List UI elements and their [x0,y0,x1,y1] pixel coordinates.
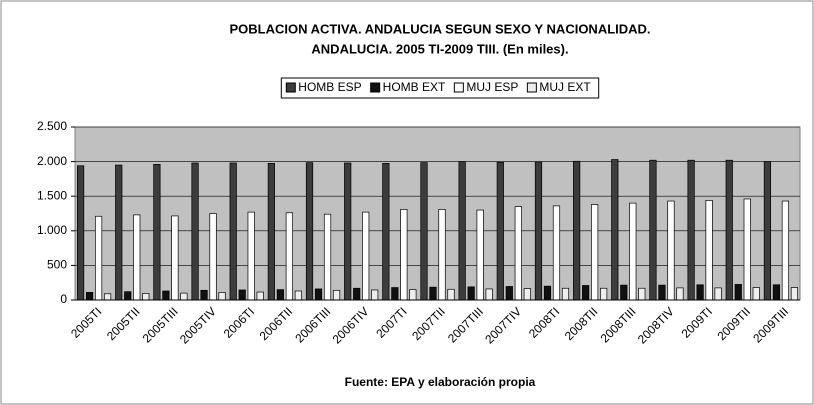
bar [467,286,475,301]
bar [76,165,85,301]
y-tick-label: 500 [47,258,67,272]
source-note: Fuente: EPA y elaboración propia [345,375,536,389]
bar [611,159,619,301]
bar [496,161,504,301]
bar [772,284,781,301]
legend-swatch [453,82,464,93]
bar [294,290,302,301]
bar [420,162,428,301]
bar [649,159,657,301]
bar [781,200,790,301]
bar [687,159,695,301]
bar [743,198,751,301]
bar [133,214,141,301]
bar [247,211,255,301]
bar [267,162,275,301]
bar [276,289,284,301]
bar [676,287,684,301]
bar [582,285,590,301]
bar [142,293,150,301]
bar [162,290,170,301]
legend-label: HOMB ESP [298,80,361,94]
legend-label: HOMB EXT [383,80,446,94]
bar [534,161,543,301]
bar [371,289,379,301]
bar [714,287,722,301]
bar [790,287,799,301]
legend-label: MUJ EXT [539,80,591,94]
bar [314,288,323,301]
legend-swatch [526,82,537,93]
bar [332,289,341,301]
bar [218,292,226,301]
legend-swatch [285,82,296,93]
bar [734,284,742,301]
bar [705,200,713,301]
bar [543,285,552,301]
chart-title: ANDALUCIA. 2005 TI-2009 TIII. (En miles)… [311,41,568,56]
bar [305,162,314,301]
bar [180,292,188,301]
chart-title: POBLACION ACTIVA. ANDALUCIA SEGUN SEXO Y… [229,21,650,36]
bar [620,284,628,301]
legend-frame [280,77,600,99]
bar [285,212,293,301]
bar [725,159,733,301]
bar [429,286,437,301]
legend-swatch [370,82,381,93]
bar [476,209,484,301]
bar [171,215,179,301]
bar [400,208,408,301]
bar [591,204,599,301]
bar [382,162,390,301]
bar [447,288,455,301]
bar [561,287,570,301]
bar [323,213,332,301]
bar [229,162,237,301]
bar [638,287,646,301]
bar [514,206,522,301]
bar [409,289,417,301]
bar [94,215,103,301]
bar [573,160,581,301]
bar [191,162,199,301]
y-tick-label: 2.500 [37,119,67,133]
bar [238,289,246,301]
bar [485,288,493,301]
y-tick-label: 1.000 [37,223,67,237]
bar [124,291,132,301]
bar [667,200,675,301]
bar [153,164,161,301]
bar [85,292,94,301]
bar [629,202,637,301]
bar [763,161,772,301]
bar [505,286,513,301]
bar [438,208,446,301]
bar [200,289,208,301]
bar [103,293,112,301]
bar [391,287,399,301]
y-tick-label: 2.000 [37,154,67,168]
bar [256,291,264,301]
bar [344,162,352,301]
bar [209,213,217,301]
bar [658,284,666,301]
bar [523,288,531,301]
bar [600,287,608,301]
bar [458,161,466,301]
bar [552,205,561,301]
bar [362,211,370,301]
bar [696,284,704,301]
bar [353,287,361,301]
y-tick-label: 1.500 [37,188,67,202]
bar [115,164,123,301]
y-tick-label: 0 [60,292,67,306]
legend-label: MUJ ESP [466,80,518,94]
bar [752,287,760,301]
